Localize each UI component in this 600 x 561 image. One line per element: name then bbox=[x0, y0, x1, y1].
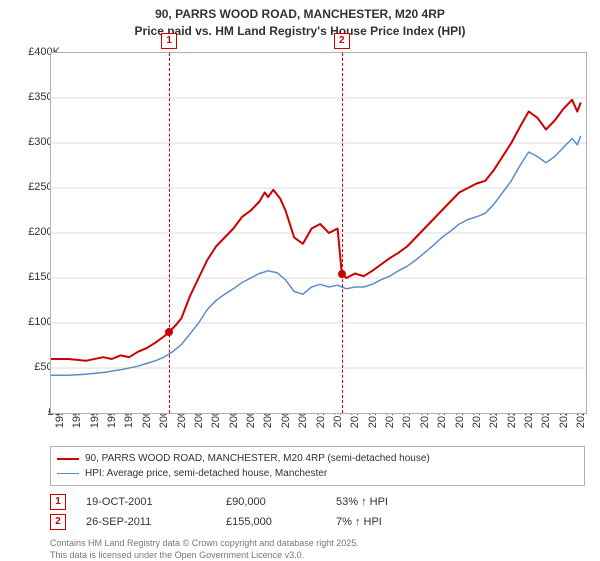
sale-marker-badge: 1 bbox=[161, 33, 177, 49]
chart-title-line2: Price paid vs. HM Land Registry's House … bbox=[0, 23, 600, 40]
sale-row-badge: 1 bbox=[50, 494, 66, 510]
sale-marker-line bbox=[342, 53, 343, 413]
series-hpi bbox=[51, 136, 581, 375]
sale-marker-badge: 2 bbox=[334, 33, 350, 49]
sale-marker-dot bbox=[338, 270, 346, 278]
chart-title-line1: 90, PARRS WOOD ROAD, MANCHESTER, M20 4RP bbox=[0, 6, 600, 23]
sale-marker-line bbox=[169, 53, 170, 413]
sales-table: 1 19-OCT-2001 £90,000 53% ↑ HPI 2 26-SEP-2011… bbox=[50, 492, 585, 532]
footer-line1: Contains HM Land Registry data © Crown c… bbox=[50, 538, 585, 550]
sale-row-price: £90,000 bbox=[226, 496, 316, 508]
sale-row: 1 19-OCT-2001 £90,000 53% ↑ HPI bbox=[50, 492, 585, 512]
sale-row-badge: 2 bbox=[50, 514, 66, 530]
figure: 90, PARRS WOOD ROAD, MANCHESTER, M20 4RP… bbox=[0, 0, 600, 560]
legend-series-row: 90, PARRS WOOD ROAD, MANCHESTER, M20 4RP… bbox=[57, 451, 578, 466]
chart-plot-area: 12 bbox=[50, 52, 587, 414]
sale-row-date: 26-SEP-2011 bbox=[86, 516, 206, 528]
legend-series-row: HPI: Average price, semi-detached house,… bbox=[57, 466, 578, 481]
series-price bbox=[51, 100, 581, 361]
chart-series-lines bbox=[51, 53, 586, 413]
legend-label: HPI: Average price, semi-detached house,… bbox=[85, 466, 327, 481]
legend-area: 90, PARRS WOOD ROAD, MANCHESTER, M20 4RP… bbox=[50, 446, 585, 561]
legend-series-box: 90, PARRS WOOD ROAD, MANCHESTER, M20 4RP… bbox=[50, 446, 585, 486]
sale-row-date: 19-OCT-2001 bbox=[86, 496, 206, 508]
sale-row-hpi: 7% ↑ HPI bbox=[336, 516, 426, 528]
sale-row-hpi: 53% ↑ HPI bbox=[336, 496, 426, 508]
sale-row-price: £155,000 bbox=[226, 516, 316, 528]
footer-line2: This data is licensed under the Open Gov… bbox=[50, 550, 585, 561]
legend-swatch bbox=[57, 473, 79, 474]
legend-label: 90, PARRS WOOD ROAD, MANCHESTER, M20 4RP… bbox=[85, 451, 430, 466]
sale-row: 2 26-SEP-2011 £155,000 7% ↑ HPI bbox=[50, 512, 585, 532]
legend-swatch bbox=[57, 458, 79, 460]
chart-title-block: 90, PARRS WOOD ROAD, MANCHESTER, M20 4RP… bbox=[0, 0, 600, 40]
sale-marker-dot bbox=[165, 328, 173, 336]
footer-attribution: Contains HM Land Registry data © Crown c… bbox=[50, 538, 585, 561]
